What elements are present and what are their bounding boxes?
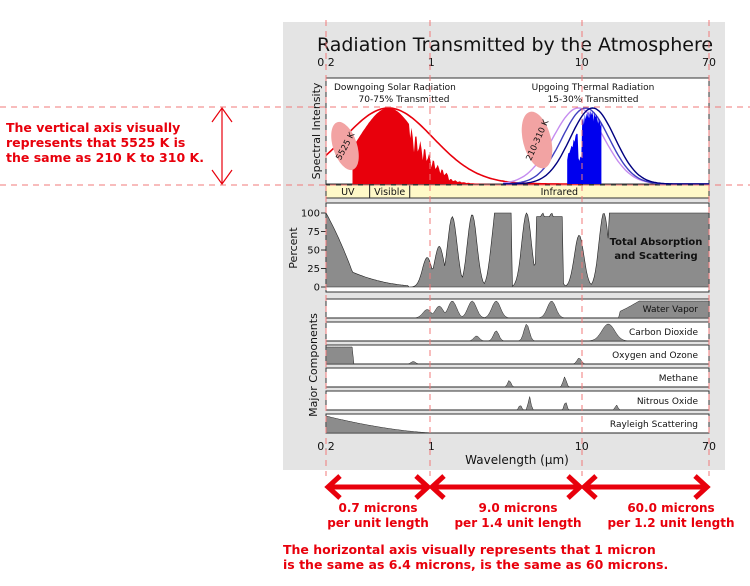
absorption-label-line2: and Scattering (614, 251, 697, 262)
spectrum-plot (325, 107, 709, 185)
absorption-label-line1: Total Absorption (610, 237, 703, 248)
band-label-infrared: Infrared (541, 187, 578, 198)
thermal-transmitted-area (567, 110, 602, 184)
horizontal-note-line-1: The horizontal axis visually represents … (283, 542, 656, 557)
component-label-3: Methane (659, 374, 699, 384)
component-label-2: Oxygen and Ozone (612, 351, 698, 361)
absorption-ytick-25: 25 (307, 264, 320, 275)
component-label-4: Nitrous Oxide (637, 397, 699, 407)
segment-label-2: 9.0 microns per 1.4 unit length (448, 501, 588, 531)
bottom-tick-3: 70 (702, 440, 716, 453)
thermal-heading: Upgoing Thermal Radiation (532, 83, 655, 93)
component-area-4 (326, 396, 709, 411)
component-label-1: Carbon Dioxide (629, 328, 698, 338)
thermal-temperature-oval (521, 111, 553, 169)
segment-2-line-2: per 1.4 unit length (454, 516, 582, 530)
thermal-curve-310k (503, 107, 709, 185)
bottom-tick-1: 1 (428, 440, 435, 453)
solar-heading: Downgoing Solar Radiation (334, 83, 456, 93)
absorption-ytick-50: 50 (307, 246, 320, 257)
x-axis-label: Wavelength (µm) (465, 453, 569, 467)
segment-1-line-2: per unit length (327, 516, 429, 530)
band-infrared (409, 184, 710, 199)
component-area-2 (325, 346, 709, 365)
vertical-note-line-3: the same as 210 K to 310 K. (6, 150, 204, 165)
guide-lines (0, 20, 750, 476)
component-area-5 (325, 415, 709, 434)
vertical-note-line-2: represents that 5525 K is (6, 135, 186, 150)
components-ylabel: Major Components (307, 313, 320, 417)
vertical-double-arrow (211, 106, 233, 186)
component-strip-3 (325, 367, 710, 388)
vertical-note-line-1: The vertical axis visually (6, 120, 181, 135)
top-tick-1: 1 (428, 56, 435, 69)
segment-3-line-2: per 1.2 unit length (607, 516, 735, 530)
segment-label-1: 0.7 microns per unit length (322, 501, 434, 531)
absorption-plot (325, 211, 710, 288)
top-tick-2: 10 (575, 56, 589, 69)
top-tick-0: 0.2 (317, 56, 335, 69)
absorption-ytick-0: 0 (314, 283, 320, 294)
bottom-tick-0: 0.2 (317, 440, 335, 453)
component-area-3 (326, 376, 709, 388)
thermal-transmitted: 15-30% Transmitted (548, 95, 639, 105)
solar-transmitted: 70-75% Transmitted (359, 95, 450, 105)
band-strip: UV Visible Infrared (325, 184, 710, 199)
band-label-uv: UV (341, 187, 355, 198)
top-tick-3: 70 (702, 56, 716, 69)
horizontal-arrows (324, 474, 711, 500)
component-label-5: Rayleigh Scattering (610, 420, 698, 430)
component-area-1 (326, 323, 709, 342)
segment-label-3: 60.0 microns per 1.2 unit length (598, 501, 744, 531)
spectrum-ylabel: Spectral Intensity (310, 82, 323, 179)
absorption-ylabel: Percent (287, 227, 300, 269)
solar-envelope-curve (325, 107, 582, 185)
component-label-0: Water Vapor (643, 305, 699, 315)
top-tick-labels: 0.2 1 10 70 (317, 56, 716, 69)
bottom-tick-2: 10 (575, 440, 589, 453)
segment-2-line-1: 9.0 microns (478, 501, 558, 515)
absorption-ytick-75: 75 (307, 227, 320, 238)
absorption-ytick-100: 100 (301, 209, 320, 220)
band-label-visible: Visible (374, 187, 405, 198)
component-area-0 (326, 300, 710, 319)
segment-1-line-1: 0.7 microns (338, 501, 418, 515)
horizontal-note-line-2: is the same as 6.4 microns, is the same … (283, 557, 669, 572)
segment-3-line-1: 60.0 microns (627, 501, 715, 515)
horizontal-axis-note: The horizontal axis visually represents … (283, 542, 743, 572)
bottom-tick-labels: 0.2 1 10 70 (317, 440, 716, 453)
absorption-y-ticks: 100 75 50 25 0 (301, 209, 326, 294)
chart-title: Radiation Transmitted by the Atmosphere (317, 34, 713, 56)
solar-temperature-oval (331, 121, 359, 171)
total-absorption-area (325, 211, 710, 288)
solar-transmitted-area (352, 108, 504, 184)
vertical-axis-note: The vertical axis visually represents th… (6, 120, 216, 165)
